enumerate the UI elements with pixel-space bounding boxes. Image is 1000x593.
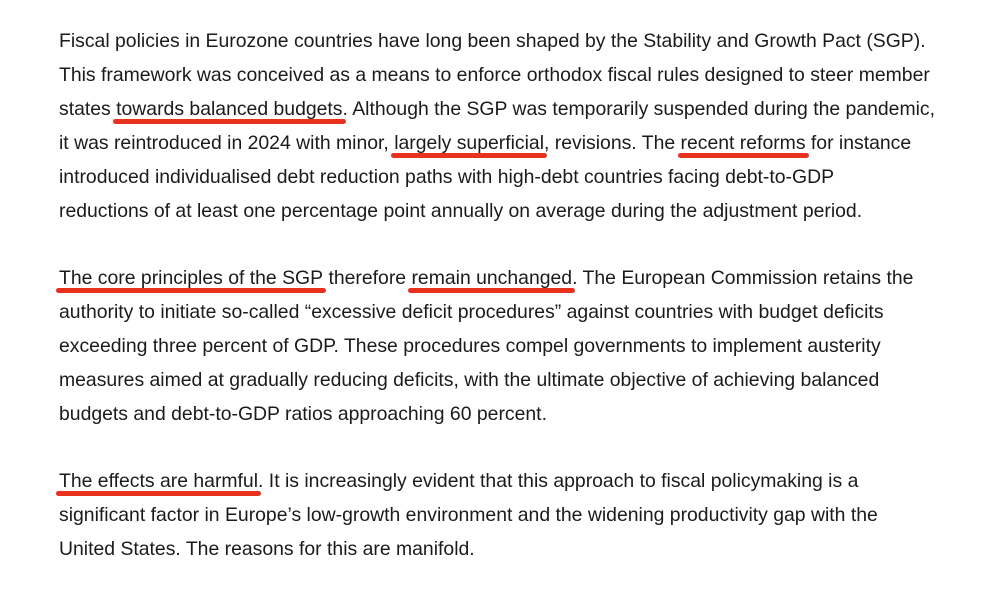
text-line: The core principles of the SGP therefore… [56,261,994,295]
text-segment: states [59,98,117,120]
paragraph: The core principles of the SGP therefore… [56,261,994,431]
text-line: United States. The reasons for this are … [59,532,994,566]
highlight-underline [391,153,548,158]
highlighted-phrase: towards balanced budgets [113,92,346,126]
text-line: introduced individualised debt reduction… [59,160,994,194]
text-segment: introduced individualised debt reduction… [59,166,835,188]
text-segment: measures aimed at gradually reducing def… [59,369,880,391]
text-segment: significant factor in Europe’s low-growt… [59,504,878,526]
text-line: exceeding three percent of GDP. These pr… [59,329,994,363]
text-segment: authority to initiate so-called “excessi… [59,301,884,323]
text-line: reductions of at least one percentage po… [59,194,994,228]
text-line: Fiscal policies in Eurozone countries ha… [59,24,994,58]
highlighted-phrase: largely superficial [391,126,548,160]
article-body: Fiscal policies in Eurozone countries ha… [56,24,994,566]
highlighted-phrase: remain unchanged [408,261,576,295]
text-segment: This framework was conceived as a means … [59,64,930,86]
text-line: The effects are harmful. It is increasin… [56,464,994,498]
highlighted-phrase-text: remain unchanged [411,267,573,289]
highlighted-phrase-text: largely superficial [394,132,545,154]
highlight-underline [677,153,809,158]
text-line: it was reintroduced in 2024 with minor, … [59,126,994,160]
highlighted-phrase-text: The effects are harmful [59,470,259,492]
text-segment: United States. The reasons for this are … [59,538,475,560]
text-segment: Fiscal policies in Eurozone countries ha… [59,30,926,52]
highlighted-phrase-text: recent reforms [680,132,806,154]
highlighted-phrase: The core principles of the SGP [56,261,327,295]
highlighted-phrase: recent reforms [677,126,809,160]
paragraph: Fiscal policies in Eurozone countries ha… [59,24,994,228]
text-line: budgets and debt-to-GDP ratios approachi… [59,397,994,431]
highlighted-phrase-text: towards balanced budgets [116,98,343,120]
highlighted-phrase-text: The core principles of the SGP [59,267,324,289]
text-segment: , revisions. The [544,132,681,154]
highlight-underline [56,491,262,496]
text-line: authority to initiate so-called “excessi… [59,295,994,329]
text-segment: . Although the SGP was temporarily suspe… [342,98,936,120]
highlighted-phrase: The effects are harmful [56,464,262,498]
text-line: This framework was conceived as a means … [59,58,994,92]
text-segment: it was reintroduced in 2024 with minor, [59,132,395,154]
text-segment: . The European Commission retains the [572,267,914,289]
text-segment: exceeding three percent of GDP. These pr… [59,335,881,357]
text-segment: reductions of at least one percentage po… [59,200,863,222]
paragraph: The effects are harmful. It is increasin… [56,464,994,566]
text-segment: for instance [805,132,912,154]
text-line: measures aimed at gradually reducing def… [59,363,994,397]
highlight-underline [408,288,576,293]
text-line: states towards balanced budgets. Althoug… [59,92,994,126]
highlight-underline [56,288,327,293]
paragraph-gap [59,228,994,261]
text-segment: . It is increasingly evident that this a… [258,470,859,492]
highlight-underline [113,119,346,124]
paragraph-gap [59,431,994,464]
text-segment: budgets and debt-to-GDP ratios approachi… [59,403,547,425]
text-segment: therefore [323,267,412,289]
text-line: significant factor in Europe’s low-growt… [59,498,994,532]
